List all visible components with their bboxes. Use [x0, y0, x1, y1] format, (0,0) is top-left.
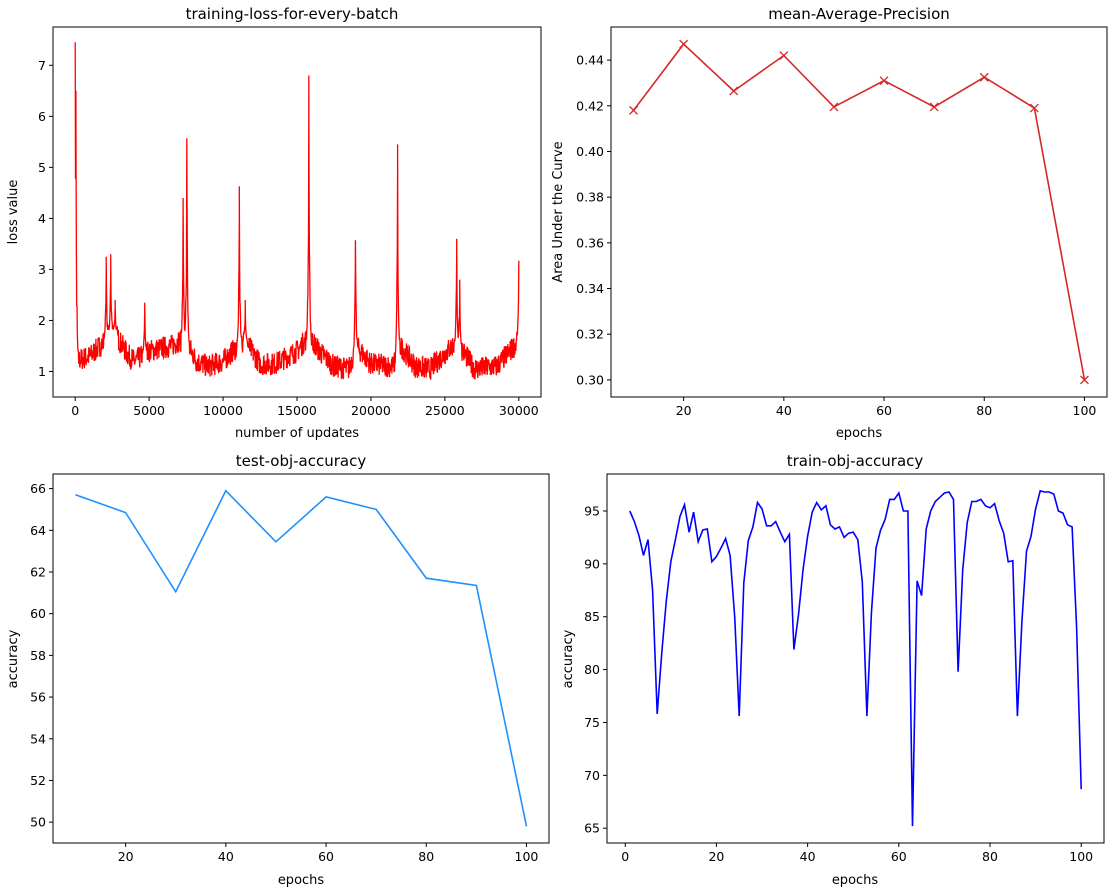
- y-tick-label: 56: [30, 690, 46, 705]
- data-point-marker: [1029, 103, 1039, 113]
- series-line: [74, 42, 520, 380]
- panel-mean-average-precision: mean-Average-Precision epochs Area Under…: [551, 5, 1108, 441]
- x-tick-label: 60: [318, 849, 334, 864]
- y-tick-label: 0.38: [576, 190, 604, 205]
- series-line: [632, 42, 1086, 381]
- y-tick-label: 7: [38, 58, 46, 73]
- y-axis-label: loss value: [6, 180, 21, 245]
- y-tick-label: 75: [584, 715, 600, 730]
- x-tick-label: 100: [1073, 403, 1097, 418]
- y-tick-label: 66: [30, 481, 46, 496]
- y-tick-label: 0.44: [576, 53, 604, 68]
- data-point-marker: [879, 76, 889, 86]
- x-tick-label: 80: [976, 403, 992, 418]
- y-axis-label: accuracy: [6, 629, 21, 688]
- data-point-marker: [829, 102, 839, 112]
- y-tick-label: 6: [38, 109, 46, 124]
- x-tick-label: 60: [876, 403, 892, 418]
- axes-frame: [52, 473, 550, 844]
- y-axis-label: accuracy: [561, 629, 576, 688]
- y-tick-label: 4: [38, 211, 46, 226]
- y-tick-label: 60: [30, 606, 46, 621]
- y-tick-label: 65: [584, 821, 600, 836]
- y-tick-label: 3: [38, 262, 46, 277]
- chart-title: test-obj-accuracy: [236, 452, 367, 470]
- y-tick-label: 50: [30, 815, 46, 830]
- y-tick-label: 62: [30, 564, 46, 579]
- x-tick-label: 10000: [203, 403, 243, 418]
- y-tick-label: 0.42: [576, 98, 604, 113]
- y-tick-label: 0.32: [576, 327, 604, 342]
- chart-title: mean-Average-Precision: [768, 5, 950, 23]
- series-line: [75, 489, 528, 827]
- x-tick-label: 0: [621, 849, 629, 864]
- y-tick-label: 0.34: [576, 281, 604, 296]
- x-tick-label: 25000: [425, 403, 465, 418]
- y-tick-label: 85: [584, 609, 600, 624]
- y-tick-label: 64: [30, 523, 46, 538]
- x-tick-label: 15000: [277, 403, 317, 418]
- y-tick-label: 5: [38, 160, 46, 175]
- x-tick-label: 20: [676, 403, 692, 418]
- panel-train-obj-accuracy: train-obj-accuracy epochs accuracy 0 20 40…: [561, 452, 1105, 888]
- y-tick-label: 90: [584, 556, 600, 571]
- y-tick-label: 58: [30, 648, 46, 663]
- y-tick-label: 2: [38, 313, 46, 328]
- chart-title: train-obj-accuracy: [787, 452, 924, 470]
- series-line: [629, 489, 1082, 827]
- data-point-marker: [929, 102, 939, 112]
- x-axis-label: epochs: [278, 873, 325, 888]
- x-tick-label: 20: [118, 849, 134, 864]
- x-tick-label: 100: [515, 849, 539, 864]
- x-tick-label: 5000: [133, 403, 165, 418]
- x-tick-label: 80: [982, 849, 998, 864]
- data-point-marker: [629, 105, 639, 115]
- x-tick-label: 40: [800, 849, 816, 864]
- y-axis-label: Area Under the Curve: [551, 141, 566, 282]
- y-tick-label: 0.40: [576, 144, 604, 159]
- x-axis-label: epochs: [836, 426, 883, 441]
- x-axis-label: epochs: [832, 873, 879, 888]
- x-tick-label: 60: [891, 849, 907, 864]
- x-tick-label: 30000: [499, 403, 539, 418]
- y-tick-label: 52: [30, 773, 46, 788]
- data-point-marker: [679, 39, 689, 49]
- axes-frame: [610, 26, 1108, 398]
- y-tick-label: 70: [584, 768, 600, 783]
- y-tick-label: 0.36: [576, 235, 604, 250]
- data-point-marker: [979, 72, 989, 82]
- y-tick-label: 80: [584, 662, 600, 677]
- x-tick-label: 40: [218, 849, 234, 864]
- x-tick-label: 40: [776, 403, 792, 418]
- chart-title: training-loss-for-every-batch: [186, 5, 399, 23]
- y-tick-label: 0.30: [576, 372, 604, 387]
- x-axis-label: number of updates: [235, 426, 359, 441]
- panel-training-loss: training-loss-for-every-batch number of …: [6, 5, 542, 441]
- y-tick-label: 95: [584, 504, 600, 519]
- data-point-marker: [779, 51, 789, 61]
- data-point-marker: [729, 86, 739, 96]
- x-tick-label: 80: [418, 849, 434, 864]
- x-tick-label: 0: [71, 403, 79, 418]
- axes-frame: [606, 473, 1105, 844]
- y-tick-label: 54: [30, 731, 46, 746]
- x-tick-label: 20: [708, 849, 724, 864]
- y-tick-label: 1: [38, 364, 46, 379]
- panel-test-obj-accuracy: test-obj-accuracy epochs accuracy 20 40 60…: [6, 452, 550, 888]
- x-tick-label: 100: [1069, 849, 1093, 864]
- x-tick-label: 20000: [351, 403, 391, 418]
- data-point-marker: [1079, 375, 1089, 385]
